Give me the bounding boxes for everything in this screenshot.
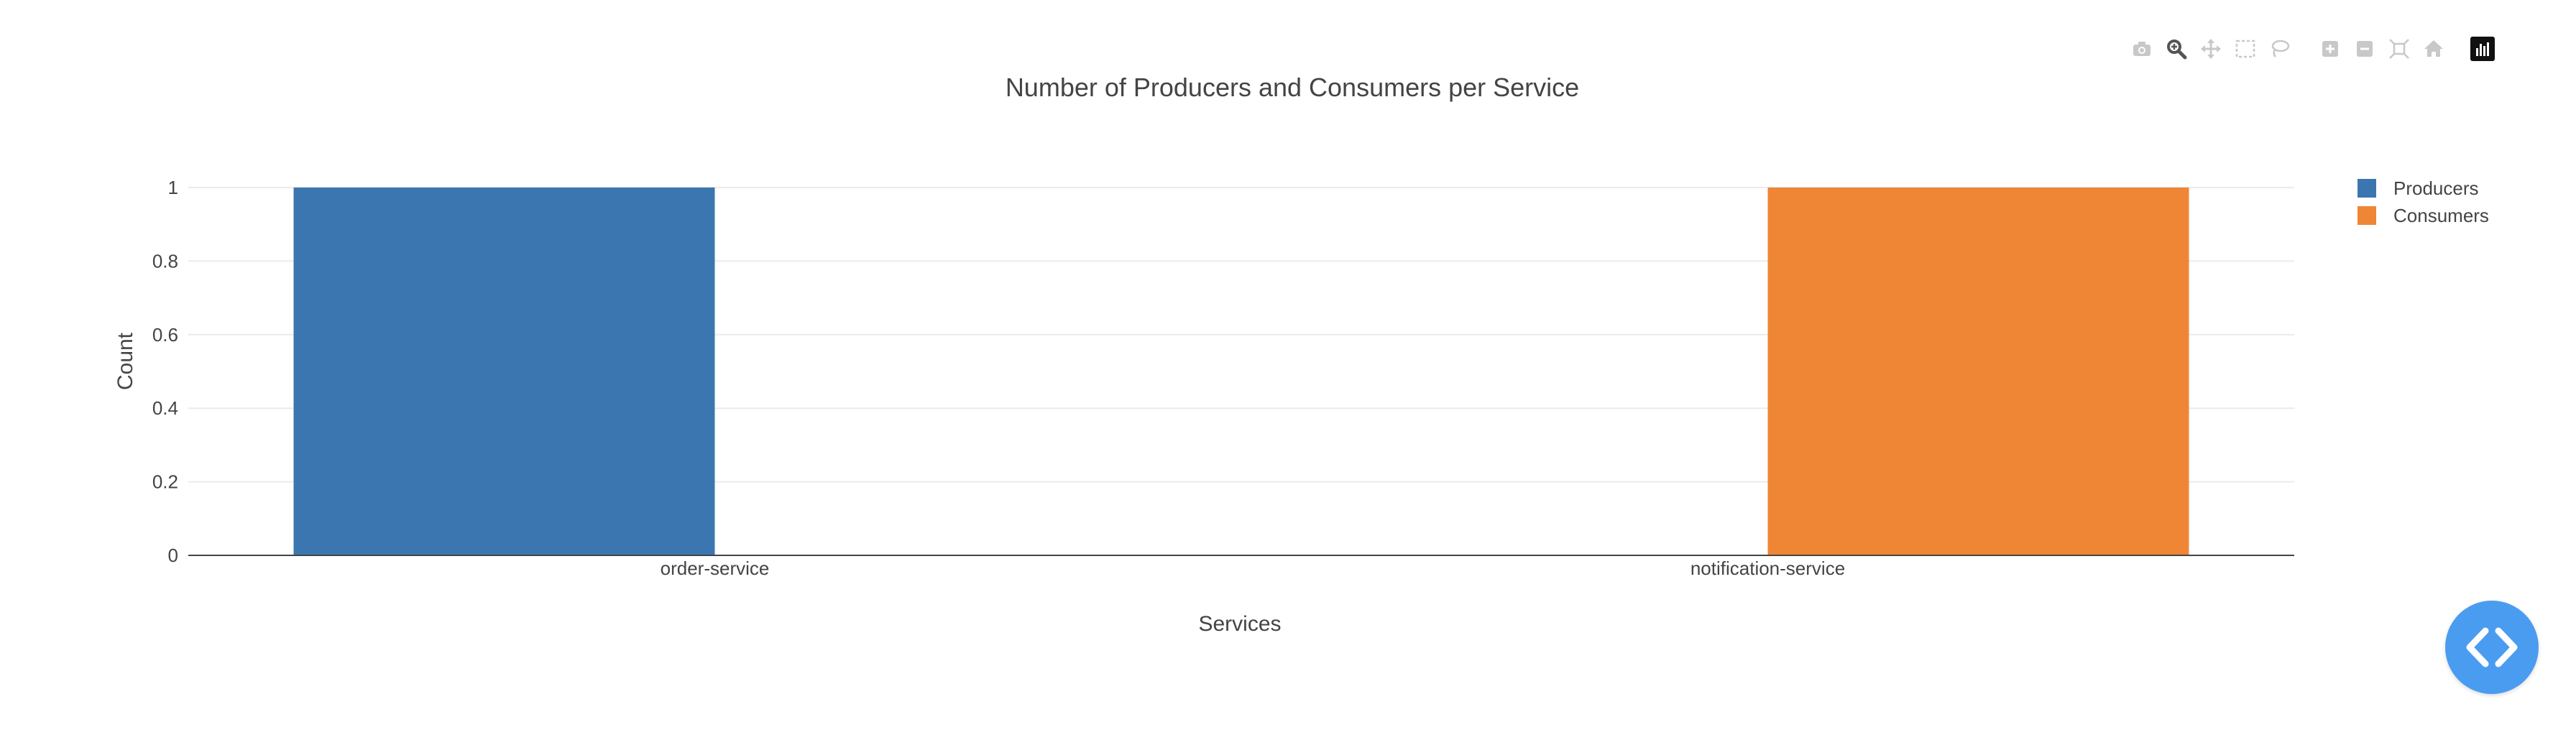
x-axis-title: Services — [1198, 612, 1281, 636]
legend-swatch[interactable] — [2358, 206, 2376, 225]
bar-consumers-notification-service[interactable] — [1767, 188, 2189, 555]
pan-icon[interactable] — [2196, 34, 2225, 63]
y-tick-label: 1 — [168, 177, 178, 198]
y-tick-label: 0.6 — [152, 324, 178, 346]
box-select-icon[interactable] — [2231, 34, 2260, 63]
code-icon — [2466, 627, 2518, 667]
zoom-icon[interactable] — [2162, 34, 2191, 63]
chart-title: Number of Producers and Consumers per Se… — [1006, 73, 1579, 102]
reset-axes-icon[interactable] — [2419, 34, 2448, 63]
y-tick-label: 0.4 — [152, 397, 178, 419]
zoom-out-icon[interactable] — [2350, 34, 2379, 63]
camera-icon[interactable] — [2128, 34, 2156, 63]
y-tick-label: 0 — [168, 545, 178, 566]
y-tick-label: 0.8 — [152, 250, 178, 272]
bars — [293, 188, 2189, 555]
code-toggle-button[interactable] — [2445, 601, 2539, 694]
bar-producers-order-service[interactable] — [293, 188, 715, 555]
autoscale-icon[interactable] — [2385, 34, 2414, 63]
lasso-icon[interactable] — [2266, 34, 2294, 63]
axes: 0 0.2 0.4 0.6 0.8 1 order-service notification-… — [152, 177, 2294, 579]
legend[interactable]: Producers Consumers — [2358, 177, 2489, 226]
x-tick-label: order-service — [661, 558, 770, 579]
y-axis-title: Count — [114, 332, 137, 390]
plotly-logo-icon[interactable] — [2468, 34, 2497, 63]
legend-label[interactable]: Producers — [2393, 177, 2479, 199]
legend-swatch[interactable] — [2358, 179, 2376, 198]
y-tick-label: 0.2 — [152, 471, 178, 493]
legend-label[interactable]: Consumers — [2393, 205, 2489, 226]
zoom-in-icon[interactable] — [2316, 34, 2345, 63]
x-tick-label: notification-service — [1690, 558, 1845, 579]
